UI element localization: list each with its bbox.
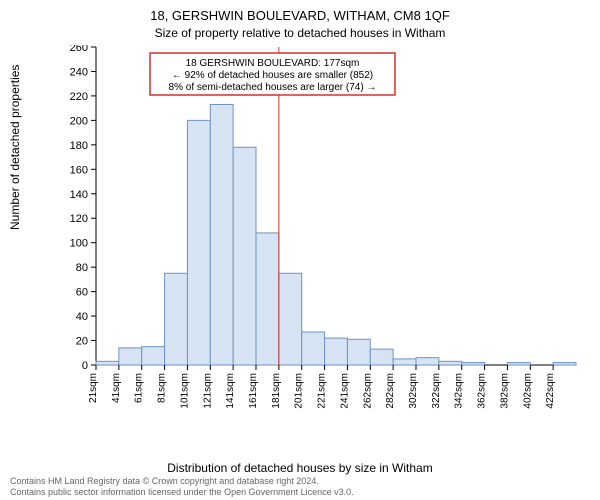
svg-text:140: 140 xyxy=(70,189,88,201)
x-tick-label: 322sqm xyxy=(431,373,442,409)
bar xyxy=(393,359,416,365)
chart-container: 18, GERSHWIN BOULEVARD, WITHAM, CM8 1QF … xyxy=(0,0,600,500)
bar xyxy=(416,358,439,365)
bar xyxy=(302,332,325,365)
svg-text:60: 60 xyxy=(76,287,88,299)
bar xyxy=(347,339,370,365)
bar xyxy=(142,347,165,365)
x-tick-label: 221sqm xyxy=(317,373,328,409)
svg-text:240: 240 xyxy=(70,66,88,78)
x-tick-label: 342sqm xyxy=(454,373,465,409)
plot-area: 0 20 40 60 80 100 120 140 160 180 200 220 240 260 21sq… xyxy=(60,45,580,415)
svg-text:120: 120 xyxy=(70,213,88,225)
bar xyxy=(325,338,348,365)
svg-text:220: 220 xyxy=(70,91,88,103)
x-tick-label: 282sqm xyxy=(385,373,396,409)
bar xyxy=(165,273,188,365)
chart-title-sub: Size of property relative to detached ho… xyxy=(0,26,600,40)
svg-text:20: 20 xyxy=(76,336,88,348)
bar xyxy=(507,363,530,365)
svg-text:0: 0 xyxy=(82,360,88,372)
x-tick-label: 121sqm xyxy=(202,373,213,409)
chart-title-main: 18, GERSHWIN BOULEVARD, WITHAM, CM8 1QF xyxy=(0,8,600,23)
x-tick-label: 302sqm xyxy=(408,373,419,409)
x-tick-label: 41sqm xyxy=(111,373,122,403)
svg-text:40: 40 xyxy=(76,311,88,323)
x-tick-label: 141sqm xyxy=(225,373,236,409)
bar xyxy=(119,348,142,365)
x-tick-label: 181sqm xyxy=(271,373,282,409)
x-axis-label: Distribution of detached houses by size … xyxy=(0,461,600,475)
footnote: Contains HM Land Registry data © Crown c… xyxy=(10,476,590,498)
footnote-line1: Contains HM Land Registry data © Crown c… xyxy=(10,476,319,486)
x-tick-label: 201sqm xyxy=(294,373,305,409)
x-tick-label: 101sqm xyxy=(179,373,190,409)
x-tick-label: 61sqm xyxy=(134,373,145,403)
x-tick-label: 241sqm xyxy=(339,373,350,409)
bar xyxy=(233,147,256,365)
bar xyxy=(256,233,279,365)
svg-text:80: 80 xyxy=(76,262,88,274)
x-tick-label: 422sqm xyxy=(545,373,556,409)
svg-text:100: 100 xyxy=(70,238,88,250)
x-tick-label: 81sqm xyxy=(157,373,168,403)
annotation-line2: ← 92% of detached houses are smaller (85… xyxy=(172,70,373,81)
chart-svg: 0 20 40 60 80 100 120 140 160 180 200 220 240 260 21sq… xyxy=(60,45,580,415)
bar xyxy=(187,120,210,365)
svg-text:200: 200 xyxy=(70,115,88,127)
x-tick-label: 402sqm xyxy=(522,373,533,409)
bar xyxy=(370,349,393,365)
bar xyxy=(279,273,302,365)
x-tick-label: 161sqm xyxy=(248,373,259,409)
bar xyxy=(553,363,576,365)
annotation-line1: 18 GERSHWIN BOULEVARD: 177sqm xyxy=(186,58,360,69)
y-axis-label: Number of detached properties xyxy=(8,65,22,230)
bar xyxy=(96,361,119,365)
svg-text:260: 260 xyxy=(70,45,88,54)
svg-text:160: 160 xyxy=(70,164,88,176)
bar xyxy=(439,361,462,365)
x-tick-label: 382sqm xyxy=(499,373,510,409)
x-tick-label: 262sqm xyxy=(362,373,373,409)
bar xyxy=(462,363,485,365)
annotation-line3: 8% of semi-detached houses are larger (7… xyxy=(169,82,377,93)
svg-text:180: 180 xyxy=(70,140,88,152)
x-tick-label: 21sqm xyxy=(88,373,99,403)
footnote-line2: Contains public sector information licen… xyxy=(10,487,354,497)
x-tick-label: 362sqm xyxy=(477,373,488,409)
bar xyxy=(210,104,233,365)
